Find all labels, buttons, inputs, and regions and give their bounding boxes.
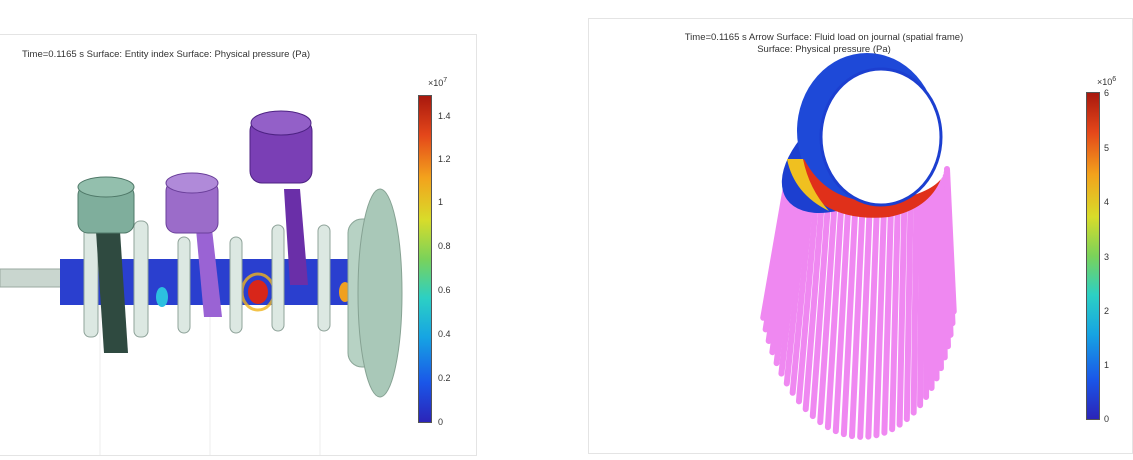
journal-model-graphic [760,53,957,440]
fluid-load-arrow [917,195,925,409]
fluid-load-arrow [944,166,957,315]
fluid-load-arrow [802,199,825,413]
left-multiplier-base: ×10 [428,78,444,88]
left-colorbar-tick: 0.2 [438,373,451,383]
right-colorbar-tick: 0 [1104,414,1110,424]
fluid-load-arrow [783,191,809,387]
fluid-load-arrows [760,166,957,440]
fluid-load-arrow [769,182,798,356]
fluid-load-arrow [881,204,894,436]
fluid-load-arrow [910,197,920,416]
fluid-load-arrow [935,183,944,372]
fluid-load-arrow [889,202,901,433]
fluid-load-arrow [773,185,801,367]
right-multiplier-base: ×10 [1097,77,1113,87]
right-colorbar-multiplier: ×106 [1097,76,1116,87]
right-pressure-colorbar [1086,92,1100,420]
left-colorbar-tick: 0.4 [438,329,451,339]
fluid-load-arrow [865,205,880,440]
right-colorbar-tick: 6 [1104,88,1110,98]
left-colorbar-tick: 0.6 [438,285,451,295]
fluid-load-arrow [896,201,908,428]
fluid-load-arrow [809,200,831,420]
fluid-load-arrow [789,194,814,396]
left-colorbar-tick: 1.2 [438,154,451,164]
left-colorbar-tick: 1 [438,197,444,207]
crankshaft-plot-panel: Time=0.1165 s Surface: Entity index Surf… [0,34,477,456]
fluid-load-arrow [923,192,930,400]
right-colorbar-tick: 1 [1104,360,1110,370]
fluid-load-arrow [932,186,940,382]
fluid-load-arrow [795,196,820,405]
left-colorbar-multiplier: ×107 [428,77,447,88]
fluid-load-arrow [857,205,873,440]
fluid-load-arrow [873,205,888,439]
fluid-load-arrow [817,202,838,426]
right-colorbar-tick: 3 [1104,252,1110,262]
fluid-load-arrow [903,199,914,423]
left-colorbar-tick: 0 [438,417,444,427]
fluid-load-arrow [832,204,852,435]
journal-plot-title-line1: Time=0.1165 s Arrow Surface: Fluid load … [684,32,964,43]
journal-plot-title-line2: Surface: Physical pressure (Pa) [757,44,891,55]
fluid-load-arrow [765,179,795,344]
left-pressure-colorbar [418,95,432,423]
right-colorbar-tick: 5 [1104,143,1110,153]
left-colorbar-tick: 0.8 [438,241,451,251]
crankshaft-plot-title: Time=0.1165 s Surface: Entity index Surf… [22,49,311,60]
fluid-load-arrow [849,205,866,440]
journal-plot-panel: Time=0.1165 s Arrow Surface: Fluid load … [588,18,1133,454]
crankshaft-model-graphic [0,110,403,455]
right-colorbar-tick: 4 [1104,197,1110,207]
fluid-load-arrow [824,203,845,431]
fluid-load-arrow [778,188,805,377]
left-colorbar-tick: 1.4 [438,111,451,121]
right-multiplier-exp: 6 [1112,76,1117,83]
left-multiplier-exp: 7 [443,77,448,84]
right-colorbar-tick: 2 [1104,306,1110,316]
fluid-load-arrow [840,205,859,438]
